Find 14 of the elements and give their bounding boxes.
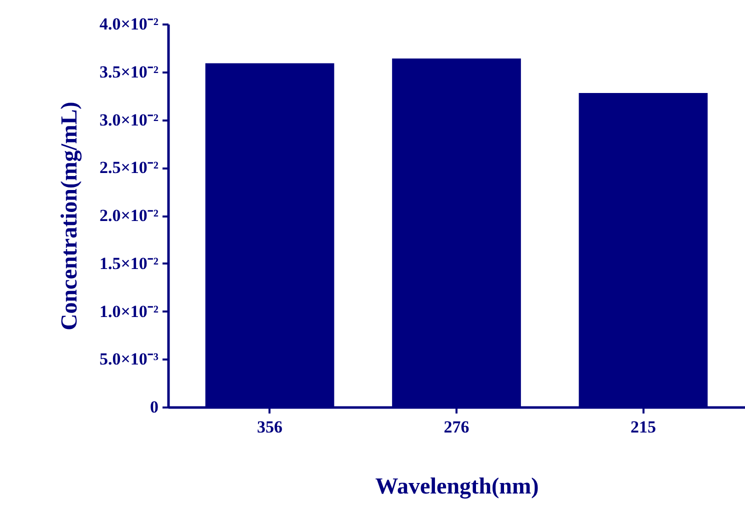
y-tick-label: 2.0×10⁻²	[99, 206, 158, 225]
x-tick-label: 276	[444, 418, 470, 436]
y-tick-label: 0	[150, 398, 158, 416]
y-tick-label: 2.5×10⁻²	[99, 158, 158, 178]
y-axis-title: Concentration(mg/mL)	[56, 102, 82, 330]
x-tick-label: 356	[257, 418, 283, 436]
y-tick-label: 1.5×10⁻²	[99, 254, 158, 273]
y-tick-label: 5.0×10⁻³	[99, 350, 158, 369]
y-tick-label: 1.0×10⁻²	[99, 302, 158, 321]
y-tick-label: 3.0×10⁻²	[99, 110, 158, 130]
y-tick-label: 4.0×10⁻²	[99, 14, 158, 34]
x-axis-title: Wavelength(nm)	[375, 474, 539, 500]
y-tick-label: 3.5×10⁻²	[99, 62, 158, 82]
x-tick-label: 215	[630, 418, 656, 436]
